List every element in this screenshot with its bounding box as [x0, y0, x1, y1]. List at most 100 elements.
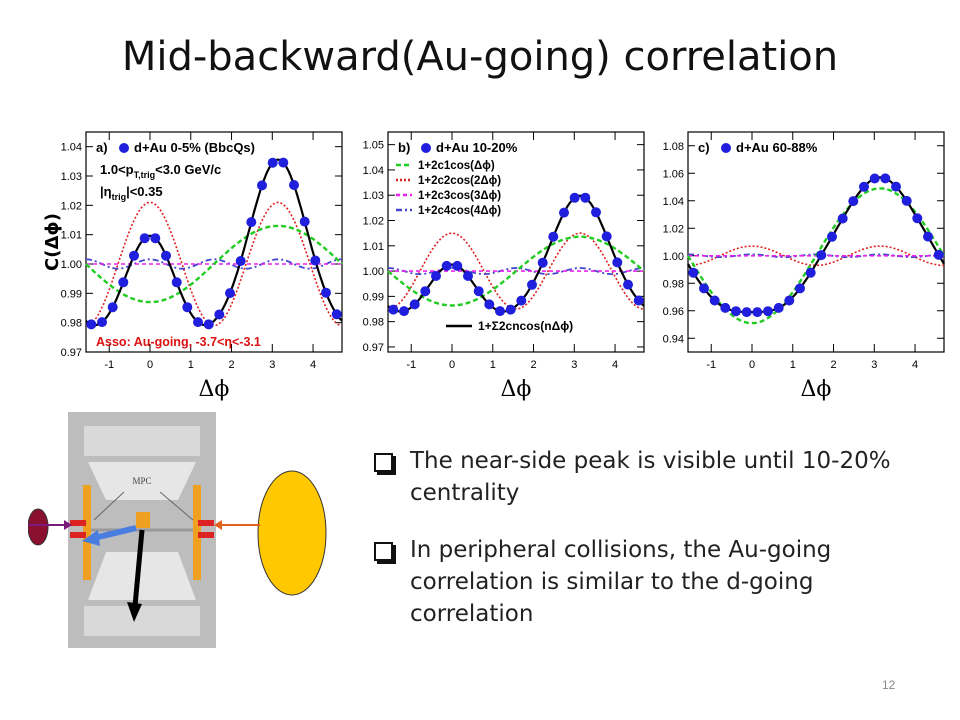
- trigger-pt-text: 1.0<pT,trig<3.0 GeV/c: [100, 162, 221, 180]
- series-c4-line: [387, 267, 645, 276]
- gold-nucleus-ellipse: [257, 470, 327, 596]
- x-tick-label: 0: [449, 359, 455, 371]
- legend-title: d+Au 0-5% (BbcQs): [134, 140, 255, 155]
- series-total-fit-line: [85, 158, 343, 327]
- data-point: [720, 302, 731, 313]
- data-point: [321, 287, 331, 298]
- y-tick-label: 1.02: [363, 216, 384, 228]
- data-point: [441, 260, 452, 271]
- data-point: [129, 250, 139, 261]
- detector-top-chamber: [84, 426, 200, 456]
- y-tick-label: 0.98: [61, 318, 82, 330]
- legend-label: 1+2c2cos(2Δϕ): [418, 175, 501, 187]
- data-point: [235, 256, 246, 266]
- y-tick-label: 0.96: [663, 306, 684, 318]
- mpc-north-bottom: [198, 532, 214, 538]
- y-tick-label: 1.00: [663, 251, 684, 263]
- data-point: [709, 295, 720, 306]
- data-point: [741, 307, 752, 318]
- data-point: [495, 306, 505, 317]
- legend-label: 1+Σ2cncos(nΔϕ): [478, 319, 573, 333]
- panel-label: c): [698, 140, 710, 155]
- data-point: [150, 233, 161, 244]
- data-point: [633, 295, 644, 306]
- detector-bottom-chamber: [84, 606, 200, 636]
- detector-central-arm: [136, 512, 150, 528]
- data-point: [623, 279, 633, 290]
- data-point: [933, 249, 944, 260]
- data-point: [827, 231, 837, 242]
- series-c2-line: [687, 245, 945, 267]
- data-point: [97, 317, 107, 328]
- x-tick-label: 2: [228, 359, 234, 371]
- y-tick-label: 1.00: [363, 266, 384, 278]
- data-point: [182, 302, 193, 313]
- legend-title: d+Au 60-88%: [736, 140, 818, 155]
- data-point: [107, 302, 118, 313]
- data-point: [299, 216, 310, 227]
- data-point: [399, 306, 409, 317]
- legend-label: 1+2c4cos(4Δϕ): [418, 205, 501, 217]
- y-tick-label: 1.02: [663, 223, 684, 235]
- series-c1-line: [387, 235, 645, 307]
- trigger-eta-range: |<0.35: [126, 184, 163, 199]
- plot-frame: [687, 131, 945, 353]
- data-point: [731, 306, 741, 317]
- data-point: [580, 192, 591, 203]
- x-tick-label: 1: [790, 359, 796, 371]
- mpc-south-bottom: [70, 532, 86, 538]
- data-point: [484, 299, 495, 310]
- y-tick-label: 1.01: [61, 230, 82, 242]
- data-point: [901, 195, 912, 206]
- subscript: trig: [112, 192, 127, 202]
- y-tick-label: 0.99: [61, 288, 82, 300]
- data-point: [289, 180, 299, 190]
- data-point: [527, 279, 537, 290]
- data-point: [912, 213, 923, 224]
- y-tick-label: 1.03: [61, 171, 82, 183]
- legend-title: d+Au 10-20%: [436, 140, 518, 155]
- y-tick-label: 1.08: [663, 141, 684, 153]
- data-point: [559, 207, 569, 218]
- data-point: [795, 283, 805, 294]
- y-tick-label: 1.04: [663, 196, 684, 208]
- chart-c-svg: 0.94 0.96 0.98 1.00 1.02 1.04 1.06 1.08 -1 0 1 2 3 4 Δ…: [663, 131, 946, 402]
- x-tick-label: 0: [749, 359, 755, 371]
- chart-b-svg: 0.97 0.98 0.99 1.00 1.01 1.02 1.03 1.04 1.05 -1 0 1…: [363, 131, 645, 402]
- x-tick-label: 3: [269, 359, 275, 371]
- panel-label: b): [398, 140, 410, 155]
- data-point: [431, 271, 441, 281]
- mpc-north-top: [198, 520, 214, 526]
- data-point: [537, 257, 548, 268]
- x-tick-label: 4: [310, 359, 316, 371]
- y-tick-label: 1.00: [61, 259, 82, 271]
- series-total-fit-line: [687, 176, 945, 314]
- data-point: [601, 231, 612, 242]
- data-point: [569, 192, 580, 203]
- chart-panel-b: 0.97 0.98 0.99 1.00 1.01 1.02 1.03 1.04 1.05 -1 0 1…: [346, 120, 656, 410]
- y-tick-label: 1.06: [663, 168, 684, 180]
- data-point: [420, 286, 431, 297]
- y-tick-label: 1.02: [61, 200, 82, 212]
- mpc-south-top: [70, 520, 86, 526]
- x-tick-label: -1: [706, 359, 716, 371]
- chart-panel-a: 0.97 0.98 0.99 1.00 1.01 1.02 1.03 1.04 -1 0 1 2 3 4 Δ…: [42, 120, 354, 410]
- y-tick-label: 0.97: [363, 342, 384, 354]
- data-point: [752, 307, 763, 318]
- series-c1-line: [686, 187, 946, 325]
- y-tick-label: 1.05: [363, 140, 384, 152]
- legend-marker: [119, 143, 129, 153]
- data-point: [86, 319, 97, 330]
- data-point: [859, 181, 869, 192]
- y-tick-label: 1.01: [363, 241, 384, 253]
- data-point: [848, 196, 859, 207]
- legend-marker: [721, 143, 731, 153]
- data-point: [310, 255, 321, 266]
- bullet-item: The near-side peak is visible until 10-2…: [374, 446, 904, 509]
- x-tick-label: 1: [188, 359, 194, 371]
- data-point: [118, 277, 129, 288]
- y-tick-label: 0.98: [663, 278, 684, 290]
- data-point: [773, 302, 784, 313]
- data-point: [473, 286, 484, 297]
- x-axis-label: Δϕ: [501, 377, 532, 402]
